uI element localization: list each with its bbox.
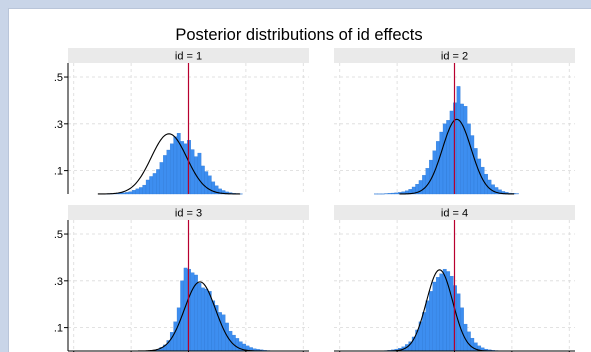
histogram-bar — [197, 283, 202, 352]
panel-4: id = 4-10-50510 — [334, 205, 575, 352]
histogram-bar — [491, 184, 495, 195]
histogram-bar — [139, 187, 143, 195]
histogram-bar — [463, 106, 468, 195]
histogram-bar — [128, 191, 133, 195]
panel-3: id = 3.1.3.5-10-50510 — [54, 205, 309, 352]
histogram-bar — [470, 337, 475, 352]
y-tick-label: .3 — [54, 276, 63, 288]
histogram-bar — [125, 192, 129, 195]
histogram-bar — [183, 143, 188, 195]
histogram-bar — [394, 192, 399, 195]
histogram-bar — [422, 175, 426, 195]
histogram-bar — [466, 123, 471, 195]
density-curve — [137, 281, 262, 352]
histogram-bar — [200, 287, 205, 352]
histogram-bar — [235, 338, 240, 352]
panel-label: id = 1 — [175, 51, 202, 63]
density-curve — [399, 118, 515, 195]
graph-frame: Posterior distributions of id effects id… — [8, 8, 591, 352]
histogram-bar — [442, 123, 447, 195]
histogram-bar — [121, 192, 126, 195]
histogram-bar — [439, 273, 444, 352]
histogram-bar — [176, 307, 181, 352]
panel-label: id = 3 — [175, 208, 202, 220]
histogram-bar — [456, 86, 461, 195]
histogram-bar — [460, 103, 464, 195]
histogram-bar — [439, 131, 444, 195]
histogram-bar — [135, 188, 140, 195]
panel-label: id = 2 — [441, 51, 468, 63]
histogram-bar — [197, 152, 202, 195]
histogram-bar — [200, 165, 205, 195]
y-tick-label: .5 — [54, 229, 63, 241]
histogram-bar — [466, 331, 471, 352]
histogram-bar — [149, 176, 154, 195]
y-tick-label: .3 — [54, 119, 63, 131]
y-tick-label: .1 — [54, 323, 63, 335]
histogram-bar — [163, 155, 167, 195]
histogram-bar — [132, 190, 136, 195]
panel-strip — [68, 48, 309, 63]
y-tick-label: .1 — [54, 166, 63, 178]
histogram-bar — [435, 277, 440, 352]
histogram-bar — [204, 288, 209, 352]
histogram-bar — [142, 184, 147, 195]
chart-title: Posterior distributions of id effects — [175, 26, 422, 44]
density-curve — [386, 269, 493, 352]
histogram-bar — [207, 291, 212, 352]
panel-strip — [68, 205, 309, 220]
histogram-bar — [221, 314, 226, 352]
histogram-bar — [204, 171, 209, 195]
histogram-bar — [156, 169, 160, 195]
histogram-bar — [442, 268, 447, 352]
histogram-bar — [449, 275, 454, 352]
histogram-bar — [211, 300, 216, 352]
histogram-grid: Posterior distributions of id effects id… — [54, 26, 575, 352]
histogram-bar — [473, 148, 478, 195]
histogram-bar — [429, 291, 433, 352]
histogram-bar — [166, 149, 171, 195]
histogram-bar — [207, 175, 212, 195]
panel-label: id = 4 — [441, 208, 468, 220]
histogram-bar — [425, 168, 430, 195]
histogram-bar — [173, 136, 178, 195]
panel-strip — [334, 48, 575, 63]
histogram-bar — [477, 158, 482, 195]
density-curve — [97, 133, 241, 195]
histogram-bar — [422, 312, 426, 352]
histogram-bar — [387, 193, 392, 195]
histogram-bar — [432, 281, 437, 352]
histogram-bar — [152, 173, 157, 195]
histogram-bar — [169, 143, 174, 195]
histogram-bar — [391, 192, 395, 195]
panel-2: id = 2 — [334, 48, 575, 195]
histogram-bar — [190, 272, 195, 352]
histogram-bar — [145, 179, 150, 195]
histogram-bar — [470, 135, 475, 195]
histogram-bar — [173, 321, 178, 352]
histogram-bar — [159, 162, 164, 195]
panel-1: id = 1 .1 .3 .5 — [54, 48, 309, 195]
panel-strip — [334, 205, 575, 220]
histogram-bar — [425, 300, 430, 352]
y-tick-label: .5 — [54, 72, 63, 84]
panels: id = 1.1.3.5id = 2id = 3.1.3.5-10-50510i… — [54, 48, 575, 352]
